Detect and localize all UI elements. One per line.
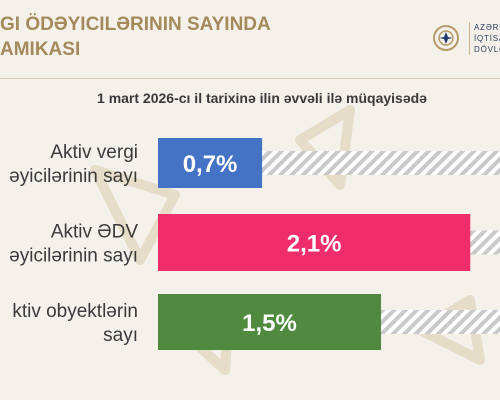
category-label: sayı xyxy=(103,325,138,346)
category-label: əyicilərinin sayı xyxy=(9,246,138,267)
org-line-2: İQTİSAD xyxy=(474,34,500,43)
bar xyxy=(158,138,263,188)
org-line-1: AZƏRBA xyxy=(474,23,500,32)
bar-value-label: 2,1% xyxy=(287,231,342,258)
bar xyxy=(158,214,471,271)
title-line-2: AMIKASI xyxy=(0,39,81,60)
bar xyxy=(158,294,382,350)
bar-value-label: 1,5% xyxy=(242,310,297,337)
category-label: Aktiv ƏDV xyxy=(51,222,138,243)
organization-name: AZƏRBA İQTİSAD DÖVLƏT xyxy=(469,22,500,55)
page-title: GI ÖDƏYICILƏRININ SAYINDA AMIKASI xyxy=(0,12,271,62)
emblem-icon xyxy=(433,25,459,51)
header-divider xyxy=(0,78,500,79)
category-label: ktiv obyektlərin xyxy=(12,301,138,322)
chart-subtitle: 1 mart 2026-cı il tarixinə ilin əvvəli i… xyxy=(97,90,427,106)
header: GI ÖDƏYICILƏRININ SAYINDA AMIKASI AZƏRBA… xyxy=(0,0,500,78)
category-label: əyicilərinin sayı xyxy=(9,166,138,187)
org-line-3: DÖVLƏT xyxy=(474,45,500,54)
bar-value-label: 0,7% xyxy=(183,151,238,178)
title-line-1: GI ÖDƏYICILƏRININ SAYINDA xyxy=(0,14,271,35)
category-label: Aktiv vergi xyxy=(50,142,138,163)
